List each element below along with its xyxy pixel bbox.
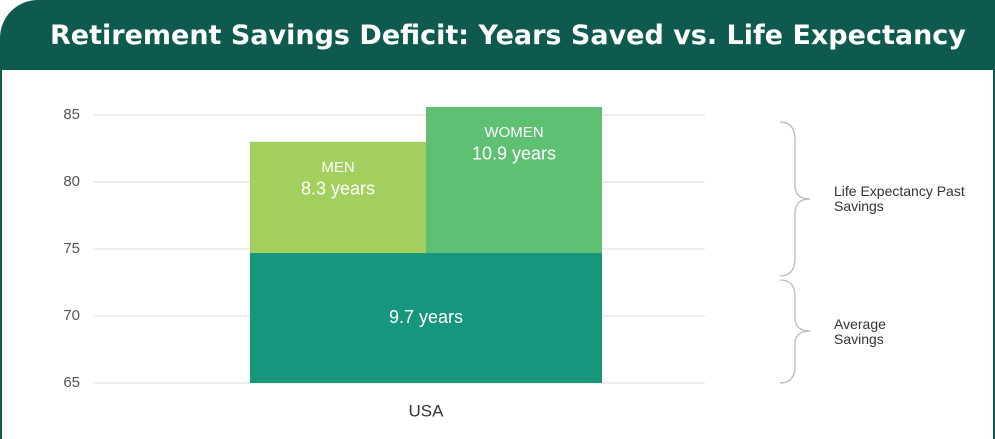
annotation: Life Expectancy Past Savings (834, 183, 965, 214)
brace (779, 279, 811, 384)
value-label: 9.7 years (389, 307, 463, 327)
y-tick-label: 65 (63, 374, 80, 391)
bar (250, 253, 602, 383)
value-label: 8.3 years (301, 179, 375, 199)
frame (0, 70, 995, 439)
brace (779, 121, 811, 277)
y-tick-label: 85 (63, 106, 80, 123)
chart-title: Retirement Savings Deficit: Years Saved … (50, 20, 966, 51)
y-tick-label: 80 (63, 173, 80, 190)
y-tick-label: 70 (63, 307, 80, 324)
series-label: WOMEN (484, 124, 543, 141)
annotation: Average Savings (834, 316, 886, 347)
header: Retirement Savings Deficit: Years Saved … (0, 0, 995, 70)
y-tick-label: 75 (63, 240, 80, 257)
bar (250, 141, 426, 254)
series-label: MEN (321, 159, 354, 176)
value-label: 10.9 years (472, 144, 556, 164)
x-tick-label: USA (409, 401, 445, 420)
bar (426, 106, 602, 254)
